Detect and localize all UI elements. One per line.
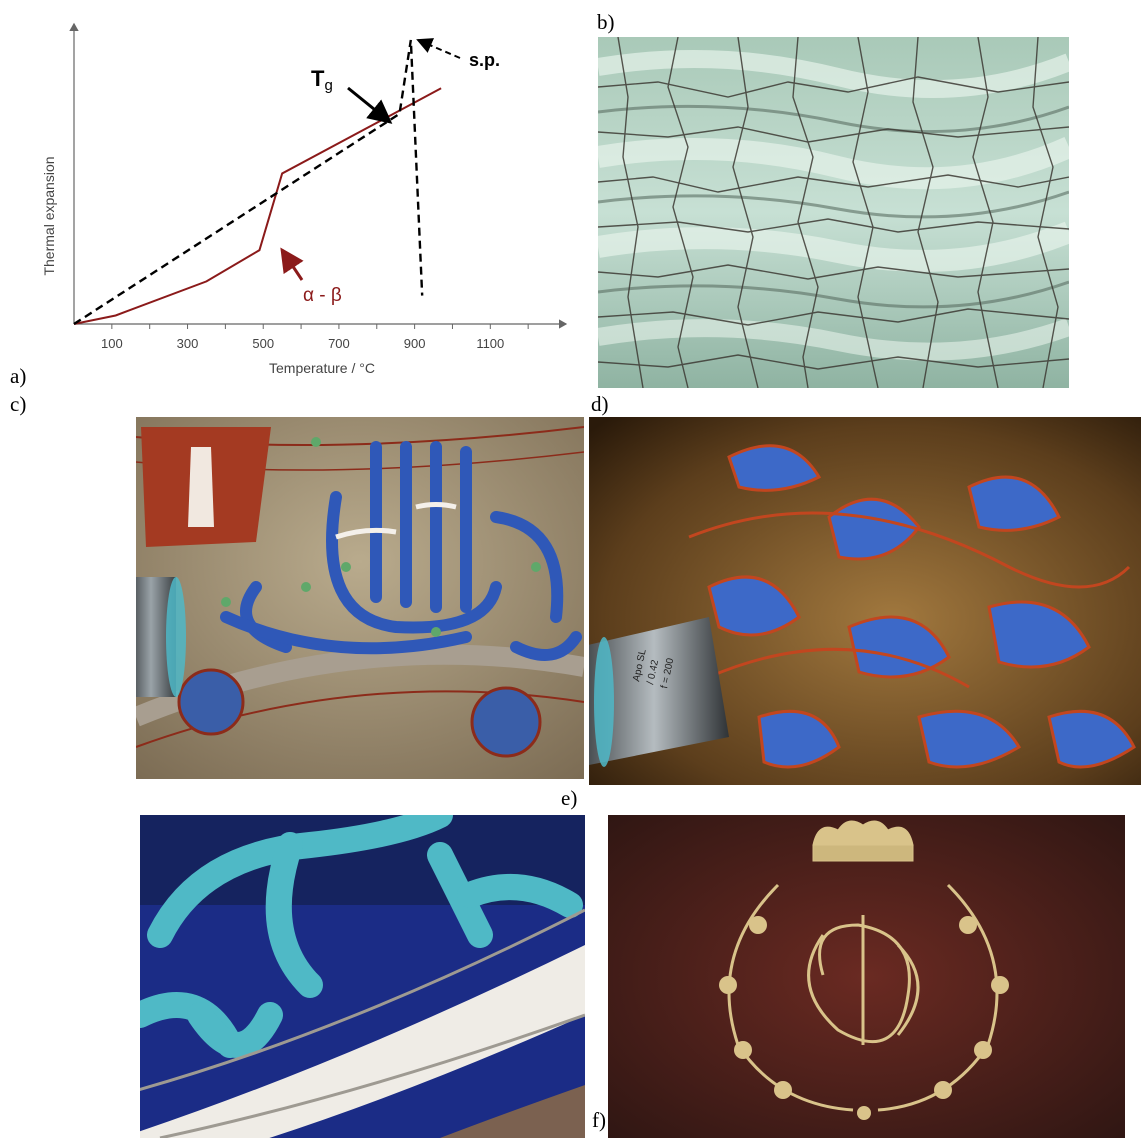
panel-label-b: b) bbox=[597, 10, 615, 34]
alpha-beta-arrow bbox=[280, 247, 304, 281]
sp-label: s.p. bbox=[469, 50, 500, 70]
panel-label-d: d) bbox=[591, 392, 609, 416]
panel-label-c: c) bbox=[10, 392, 27, 416]
x-tick-label: 300 bbox=[177, 336, 199, 351]
thermal-expansion-chart: 100 300 500 700 900 1100 Temperature / °C The… bbox=[41, 22, 568, 376]
tg-label: Tg bbox=[311, 66, 333, 94]
enamelled-glass-inscription-photo bbox=[136, 417, 584, 779]
panel-label-e: e) bbox=[561, 786, 578, 810]
ceramic-expansion-line bbox=[73, 87, 442, 325]
svg-text:/ 0.42: / 0.42 bbox=[645, 658, 661, 685]
x-tick-label: 1100 bbox=[476, 336, 504, 351]
x-tick-label: 900 bbox=[404, 336, 426, 351]
blue-turquoise-enamel-photo bbox=[140, 815, 585, 1138]
tg-arrow bbox=[347, 86, 393, 124]
y-axis-label: Thermal expansion bbox=[41, 156, 57, 275]
glass-expansion-line bbox=[73, 39, 424, 326]
x-tick-label: 700 bbox=[328, 336, 350, 351]
panel-label-a: a) bbox=[10, 364, 27, 388]
panel-label-f: f) bbox=[592, 1108, 606, 1132]
crackle-glaze-photo bbox=[598, 37, 1069, 388]
sp-arrow bbox=[416, 38, 461, 59]
x-tick-label: 500 bbox=[252, 336, 274, 351]
x-tick-label: 100 bbox=[101, 336, 123, 351]
x-axis-label: Temperature / °C bbox=[269, 360, 375, 376]
gilded-monogram-photo bbox=[608, 815, 1125, 1138]
enamelled-glass-arabesque-photo: Apo SL / 0.42 f = 200 bbox=[589, 417, 1141, 785]
alpha-beta-label: α - β bbox=[303, 285, 342, 306]
